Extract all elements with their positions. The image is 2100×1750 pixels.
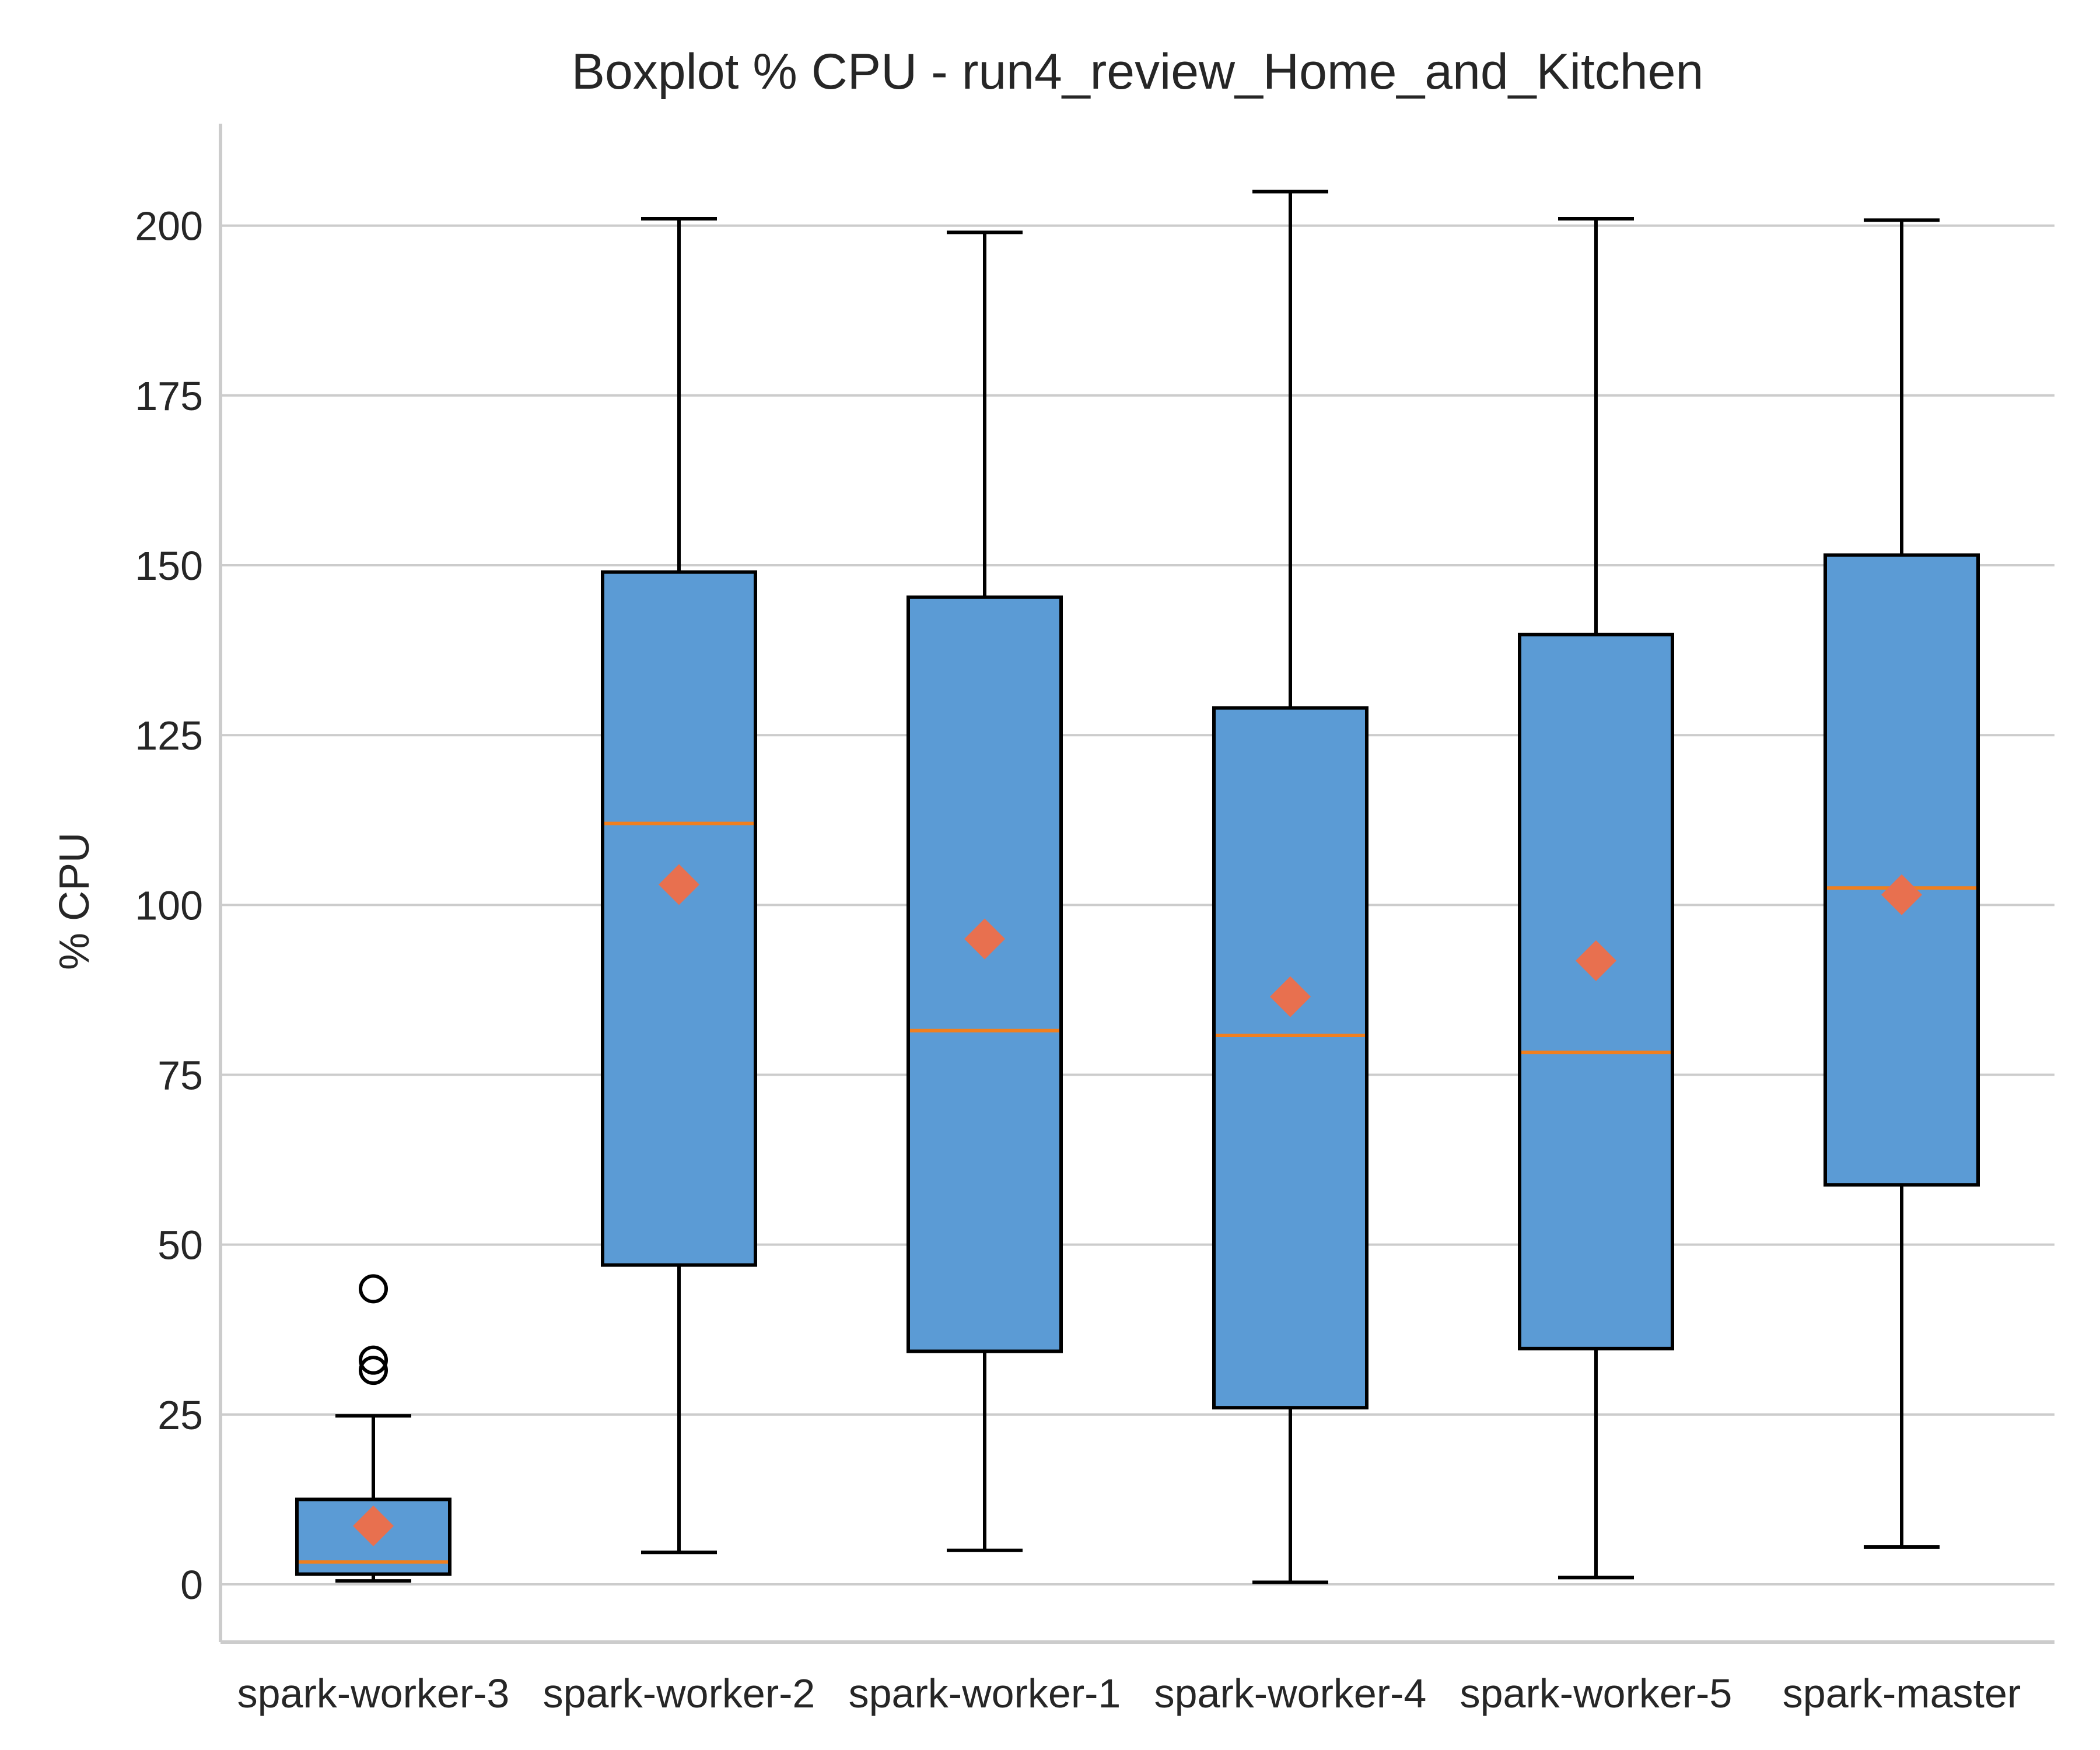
box-iqr (1518, 632, 1674, 1350)
boxes (295, 190, 1980, 1584)
y-tick-label: 175 (135, 373, 203, 419)
box-spark-worker-4 (1212, 190, 1368, 1584)
mean-marker (1576, 940, 1616, 981)
y-tick-label: 25 (158, 1392, 203, 1438)
box-iqr (1212, 706, 1368, 1410)
y-tick-label: 75 (158, 1053, 203, 1098)
x-tick-label: spark-worker-3 (237, 1671, 510, 1716)
box-iqr (1824, 553, 1980, 1187)
box-iqr (601, 570, 757, 1267)
y-tick-label: 125 (135, 713, 203, 758)
x-tick-label: spark-worker-2 (543, 1671, 816, 1716)
box-spark-worker-3 (295, 1274, 452, 1583)
chart-title: Boxplot % CPU - run4_review_Home_and_Kit… (572, 44, 1704, 100)
tick-labels: 0 25 50 75 100 125 150 175 200 spark-worker-3 spar… (135, 204, 2021, 1716)
y-axis-label: % CPU (51, 832, 98, 970)
x-tick-label: spark-master (1783, 1671, 2021, 1716)
box-spark-worker-5 (1518, 217, 1674, 1580)
x-tick-label: spark-worker-1 (849, 1671, 1121, 1716)
mean-marker (353, 1505, 394, 1546)
mean-marker (964, 918, 1005, 960)
y-gridlines (220, 224, 2054, 1586)
y-tick-label: 200 (135, 204, 203, 249)
x-tick-label: spark-worker-5 (1460, 1671, 1732, 1716)
mean-marker (1881, 874, 1922, 915)
x-tick-label: spark-worker-4 (1154, 1671, 1427, 1716)
outlier-point (359, 1274, 388, 1304)
outlier-point (359, 1356, 388, 1385)
axes (219, 124, 2054, 1644)
mean-marker (1270, 976, 1311, 1017)
y-tick-label: 100 (135, 883, 203, 928)
y-tick-label: 50 (158, 1223, 203, 1268)
box-spark-worker-2 (601, 217, 757, 1555)
mean-marker (659, 864, 699, 905)
box-spark-master (1824, 218, 1980, 1549)
y-tick-label: 150 (135, 543, 203, 589)
box-spark-worker-1 (907, 230, 1063, 1552)
y-tick-label: 0 (180, 1562, 203, 1608)
box-iqr (907, 595, 1063, 1353)
outlier-point (359, 1345, 388, 1375)
